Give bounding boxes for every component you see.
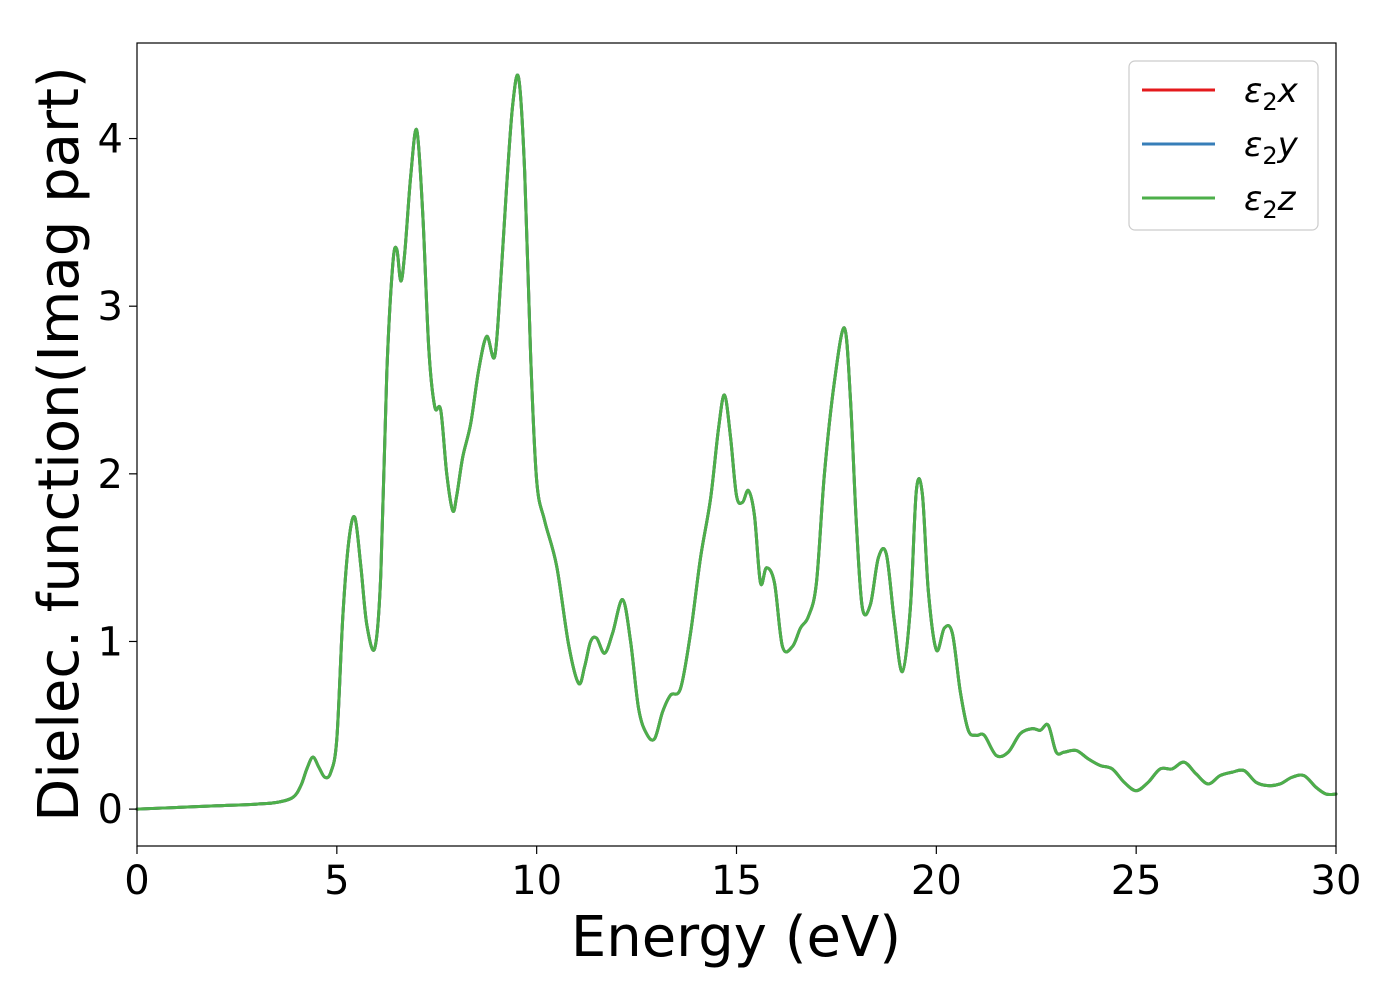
x-tick-label: 20 [911, 858, 962, 904]
y-tick-label: 4 [98, 117, 123, 163]
x-tick-label: 15 [711, 858, 762, 904]
x-axis-title: Energy (eV) [571, 905, 901, 970]
legend-box [1128, 60, 1319, 231]
y-axis-title: Dielec. function(Imag part) [27, 66, 92, 822]
legend: ε2x ε2y ε2z [1128, 60, 1319, 231]
x-tick-label: 0 [124, 858, 149, 904]
y-axis-ticks: 0 1 2 3 4 [98, 117, 137, 833]
y-tick-label: 3 [98, 284, 123, 330]
x-axis-ticks: 0 5 10 15 20 25 30 [124, 846, 1361, 904]
x-tick-label: 30 [1311, 858, 1362, 904]
legend-label-x: ε2x [1244, 71, 1299, 116]
x-tick-label: 5 [324, 858, 349, 904]
legend-label-y: ε2y [1244, 125, 1299, 170]
x-tick-label: 10 [511, 858, 562, 904]
y-tick-label: 1 [98, 619, 123, 665]
plot-lines [135, 73, 1338, 811]
x-tick-label: 25 [1111, 858, 1162, 904]
series-line-z [135, 73, 1338, 811]
legend-label-z: ε2z [1244, 179, 1297, 224]
y-tick-label: 0 [98, 787, 123, 833]
y-tick-label: 2 [98, 452, 123, 498]
